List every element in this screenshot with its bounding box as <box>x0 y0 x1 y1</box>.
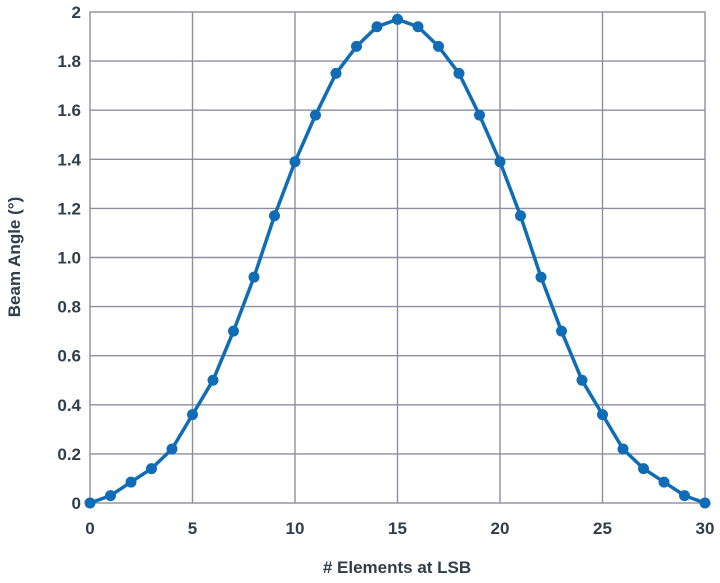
data-point <box>187 409 198 421</box>
x-tick-label: 5 <box>188 519 197 538</box>
data-point <box>371 21 383 33</box>
data-point <box>453 67 465 79</box>
x-tick-label: 20 <box>491 519 510 538</box>
x-tick-label: 15 <box>388 519 407 538</box>
data-point <box>330 67 342 79</box>
plot-frame <box>89 11 706 504</box>
data-point <box>535 271 547 283</box>
data-point <box>166 443 178 455</box>
y-tick-label: 1.0 <box>57 249 81 268</box>
data-point <box>433 40 444 52</box>
data-point <box>351 40 362 52</box>
y-axis-title: Beam Angle (°) <box>5 197 24 317</box>
x-tick-label: 30 <box>696 519 715 538</box>
y-tick-label: 1.6 <box>57 101 81 120</box>
data-point <box>125 476 137 488</box>
data-point <box>474 109 485 121</box>
data-point <box>248 271 260 283</box>
data-point <box>207 374 219 386</box>
data-point <box>617 443 629 455</box>
x-axis-title: # Elements at LSB <box>323 558 471 577</box>
data-point <box>576 374 588 386</box>
data-point <box>658 476 670 488</box>
data-point <box>392 13 403 25</box>
data-point <box>269 210 280 222</box>
grid <box>90 12 705 503</box>
data-point <box>699 497 711 509</box>
data-point <box>146 463 157 475</box>
y-tick-label: 2 <box>72 3 81 22</box>
y-tick-label: 0 <box>72 494 81 513</box>
x-tick-label: 0 <box>85 519 94 538</box>
tick-labels: 0 5 10 15 20 25 30 0 0.2 0.4 0.6 0.8 1.0 1.2 1.4 1.6 1.8… <box>57 3 714 538</box>
data-point <box>515 210 526 222</box>
data-point <box>105 490 116 502</box>
y-tick-label: 0.4 <box>57 396 81 415</box>
data-point <box>228 325 239 337</box>
data-point <box>84 497 96 509</box>
y-tick-label: 0.2 <box>57 445 81 464</box>
x-tick-label: 10 <box>286 519 305 538</box>
data-point <box>597 409 608 421</box>
data-point <box>412 21 424 33</box>
data-point <box>638 463 649 475</box>
y-tick-label: 1.8 <box>57 52 81 71</box>
data-point <box>310 109 321 121</box>
series-layer <box>84 13 711 509</box>
x-tick-label: 25 <box>593 519 612 538</box>
data-point <box>289 156 301 168</box>
y-tick-label: 0.8 <box>57 298 81 317</box>
data-point <box>679 490 690 502</box>
data-point <box>556 325 567 337</box>
y-tick-label: 1.2 <box>57 199 81 218</box>
y-tick-label: 0.6 <box>57 347 81 366</box>
data-point <box>494 156 506 168</box>
y-tick-label: 1.4 <box>57 150 81 169</box>
